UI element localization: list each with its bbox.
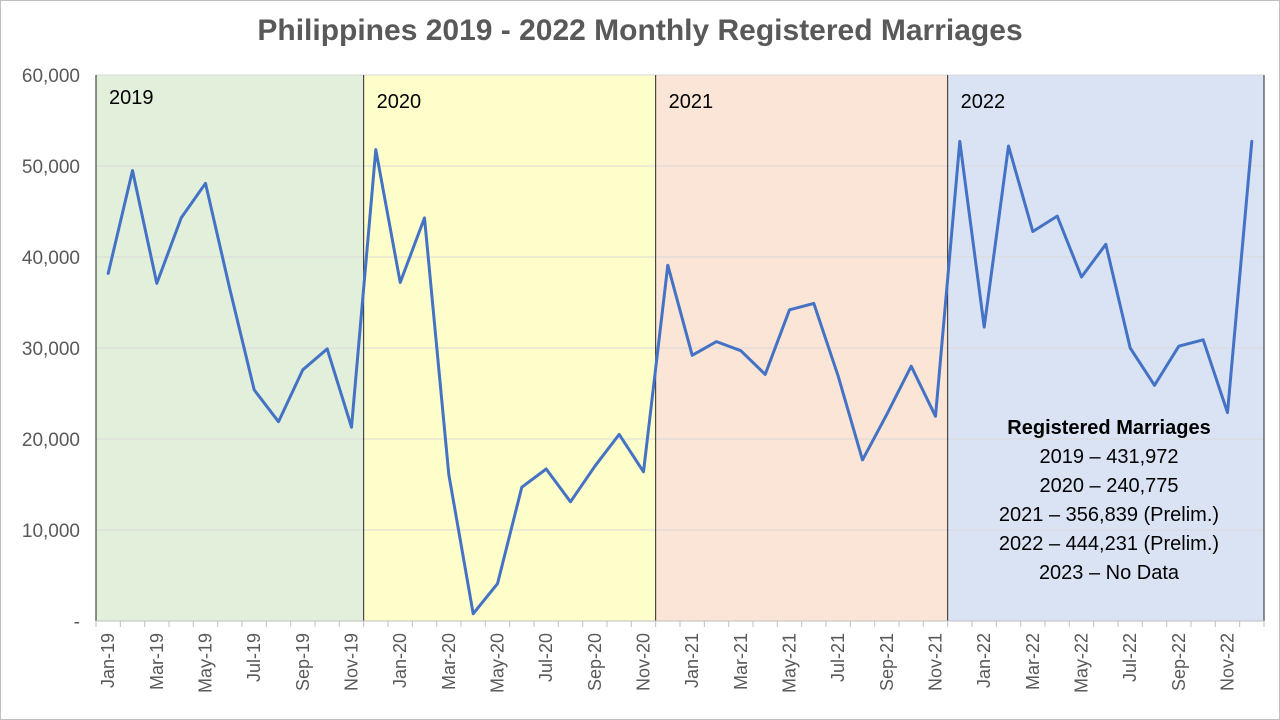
data-point	[520, 486, 523, 489]
y-tick-label: -	[74, 612, 80, 633]
data-point	[1056, 215, 1059, 218]
annotation-line: 2019 – 431,972	[1039, 446, 1178, 468]
y-tick-label: 10,000	[22, 521, 80, 542]
x-tick-label: May-20	[488, 633, 508, 693]
annotation-line: 2023 – No Data	[1039, 562, 1180, 584]
x-tick-label: Jan-21	[682, 633, 702, 688]
band-label-2019: 2019	[109, 87, 154, 109]
x-tick-label: Sep-21	[877, 633, 897, 691]
series-line	[106, 139, 1254, 616]
data-point	[496, 582, 499, 585]
data-point	[326, 347, 329, 350]
band-label-2022: 2022	[961, 91, 1006, 113]
data-point	[861, 458, 864, 461]
data-point	[569, 500, 572, 503]
x-tick-label: Jul-20	[536, 633, 556, 682]
data-point	[691, 354, 694, 357]
x-tick-label: Mar-19	[147, 633, 167, 690]
data-point	[739, 349, 742, 352]
data-point	[1153, 384, 1156, 387]
data-point	[423, 216, 426, 219]
y-tick-label: 20,000	[22, 430, 80, 451]
data-point	[180, 216, 183, 219]
x-tick-label: Nov-22	[1218, 633, 1238, 691]
data-point	[253, 388, 256, 391]
data-point	[1104, 243, 1107, 246]
data-point	[837, 375, 840, 378]
data-point	[447, 473, 450, 476]
data-point	[910, 365, 913, 368]
x-tick-label: Sep-19	[293, 633, 313, 691]
x-tick-label: Sep-22	[1169, 633, 1189, 691]
band-label-2021: 2021	[669, 91, 714, 113]
data-point	[1250, 140, 1253, 143]
x-tick-label: Jul-22	[1120, 633, 1140, 682]
band-label-2020: 2020	[377, 91, 422, 113]
data-point	[618, 433, 621, 436]
data-point	[228, 287, 231, 290]
x-tick-label: Jul-19	[244, 633, 264, 682]
data-point	[277, 420, 280, 423]
data-point	[764, 373, 767, 376]
x-tick-label: Nov-21	[926, 633, 946, 691]
data-point	[399, 281, 402, 284]
y-tick-label: 30,000	[22, 339, 80, 360]
x-tick-label: Jan-20	[390, 633, 410, 688]
x-tick-label: Sep-20	[585, 633, 605, 691]
chart-title: Philippines 2019 - 2022 Monthly Register…	[257, 14, 1023, 47]
data-point	[301, 368, 304, 371]
data-point	[374, 148, 377, 151]
data-point	[885, 413, 888, 416]
data-point	[934, 415, 937, 418]
data-point	[715, 340, 718, 343]
data-point	[1177, 345, 1180, 348]
data-point	[155, 282, 158, 285]
x-tick-label: Mar-22	[1023, 633, 1043, 690]
data-point	[1007, 144, 1010, 147]
data-point	[1202, 338, 1205, 341]
x-tick-label: May-19	[196, 633, 216, 693]
data-point	[545, 468, 548, 471]
annotation-line: 2021 – 356,839 (Prelim.)	[999, 504, 1219, 526]
data-point	[472, 612, 475, 615]
x-tick-label: Mar-20	[439, 633, 459, 690]
annotation-line: 2022 – 444,231 (Prelim.)	[999, 533, 1219, 555]
x-tick-label: Mar-21	[731, 633, 751, 690]
data-point	[983, 326, 986, 329]
x-tick-label: May-21	[780, 633, 800, 693]
x-tick-label: Nov-20	[634, 633, 654, 691]
x-tick-label: Jan-22	[974, 633, 994, 688]
data-point	[107, 272, 110, 275]
annotation-title: Registered Marriages	[1007, 417, 1210, 439]
data-point	[642, 470, 645, 473]
data-point	[812, 302, 815, 305]
annotation-line: 2020 – 240,775	[1039, 475, 1178, 497]
data-point	[788, 308, 791, 311]
x-tick-label: Nov-19	[342, 633, 362, 691]
data-point	[1129, 347, 1132, 350]
y-tick-label: 60,000	[22, 66, 80, 87]
data-point	[350, 426, 353, 429]
data-point	[1031, 230, 1034, 233]
data-point	[131, 169, 134, 172]
data-point	[1226, 411, 1229, 414]
data-point	[666, 264, 669, 267]
x-tick-label: May-22	[1072, 633, 1092, 693]
x-tick-label: Jul-21	[828, 633, 848, 682]
x-tick-label: Jan-19	[98, 633, 118, 688]
data-point	[958, 140, 961, 143]
data-point	[1080, 276, 1083, 279]
y-tick-label: 50,000	[22, 157, 80, 178]
data-point	[204, 182, 207, 185]
data-point	[593, 465, 596, 468]
y-tick-label: 40,000	[22, 248, 80, 269]
